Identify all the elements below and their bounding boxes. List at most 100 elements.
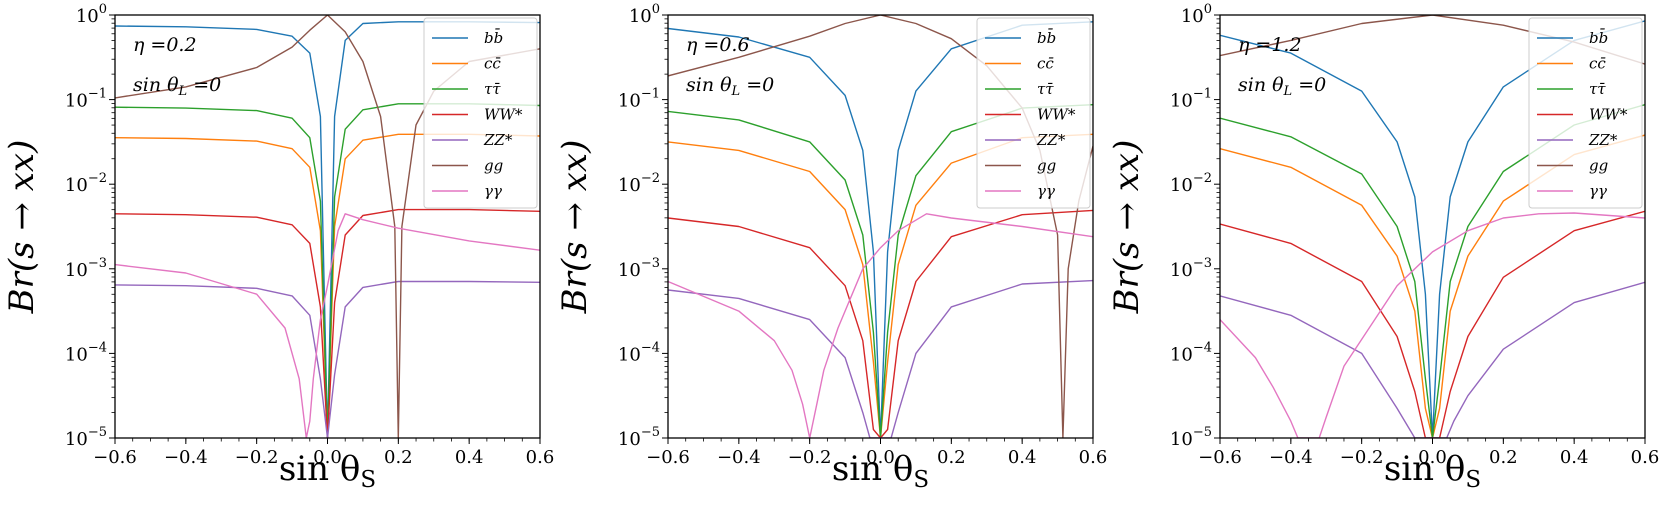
y-tick-base: 10	[65, 344, 88, 365]
y-tick-exponent: −1	[88, 87, 107, 102]
legend: bb̄ cc̄ ττ̄ WW* ZZ* gg γγ	[423, 17, 538, 209]
x-tick-label: 0.2	[1489, 447, 1518, 468]
legend-label: ττ̄	[1589, 80, 1606, 98]
y-axis-title: Br(s → xx)	[2, 140, 42, 315]
x-tick-label: −0.4	[164, 447, 208, 468]
x-tick-label: 0.2	[937, 447, 966, 468]
y-tick-label: 10−2	[1170, 171, 1212, 196]
y-tick-label: 10−1	[1170, 87, 1212, 112]
y-tick-exponent: −3	[1193, 256, 1212, 271]
series-line-1	[115, 21, 540, 438]
chart-panel-1: −0.6 −0.4 −0.2 0.0 0.2 0.4 0.610−510−410−310−2…	[2, 2, 554, 493]
legend-label: gg	[1589, 157, 1608, 175]
x-tick-label: −0.6	[93, 447, 137, 468]
y-tick-label: 10−3	[65, 256, 107, 281]
annotation-2: sin θL =0	[686, 74, 774, 99]
series-line-1	[668, 21, 1093, 438]
y-axis-title: Br(s → xx)	[555, 140, 595, 315]
y-tick-label: 10−3	[618, 256, 660, 281]
y-tick-base: 10	[1170, 260, 1193, 281]
y-tick-base: 10	[1170, 175, 1193, 196]
annotation-1: η =1.2	[1238, 34, 1302, 56]
legend-label: bb̄	[484, 29, 503, 47]
y-tick-exponent: −2	[1193, 171, 1212, 186]
series-line-5	[1220, 281, 1645, 438]
y-tick-base: 10	[618, 260, 641, 281]
y-tick-exponent: 0	[1204, 2, 1212, 17]
y-tick-exponent: −2	[641, 171, 660, 186]
series-line-5	[668, 279, 1093, 438]
legend-label: γγ	[484, 182, 502, 200]
x-tick-label: −0.6	[646, 447, 690, 468]
y-tick-base: 10	[1170, 91, 1193, 112]
legend-label: ττ̄	[484, 80, 501, 98]
legend-label: WW*	[1589, 106, 1628, 124]
x-tick-label: 0.4	[455, 447, 484, 468]
y-tick-exponent: 0	[99, 2, 107, 17]
series-line-3	[668, 104, 1093, 438]
x-tick-label: −0.2	[1340, 447, 1384, 468]
y-tick-label: 10−5	[1170, 425, 1212, 450]
series-line-3	[1220, 104, 1645, 438]
y-tick-exponent: −4	[88, 340, 107, 355]
y-tick-label: 10−5	[618, 425, 660, 450]
series-group	[1220, 15, 1645, 438]
chart-panel-2: −0.6 −0.4 −0.2 0.0 0.2 0.4 0.610−510−410−310−2…	[555, 2, 1107, 493]
y-tick-exponent: −2	[88, 171, 107, 186]
legend-label: WW*	[1037, 106, 1076, 124]
y-tick-label: 10−5	[65, 425, 107, 450]
x-tick-label: 0.0	[1418, 447, 1447, 468]
legend-label: WW*	[484, 106, 523, 124]
y-tick-base: 10	[65, 175, 88, 196]
legend-box	[423, 17, 538, 209]
y-tick-base: 10	[618, 429, 641, 450]
y-tick-base: 10	[618, 344, 641, 365]
series-line-5	[115, 280, 540, 438]
x-axis-title: sin θS	[279, 449, 376, 493]
y-tick-label: 10−3	[1170, 256, 1212, 281]
y-tick-exponent: −4	[641, 340, 660, 355]
chart-panel-3: −0.6 −0.4 −0.2 0.0 0.2 0.4 0.610−510−410−310−2…	[1107, 2, 1659, 493]
legend-label: cc̄	[484, 55, 501, 73]
y-tick-label: 100	[76, 2, 107, 27]
annotation-1: η =0.2	[133, 34, 197, 56]
y-tick-base: 10	[618, 91, 641, 112]
series-line-7	[1220, 212, 1645, 438]
series-line-7	[668, 213, 1093, 438]
series-line-7	[115, 213, 540, 438]
x-tick-label: 0.2	[384, 447, 413, 468]
legend-label: ZZ*	[483, 131, 513, 149]
y-tick-label: 10−4	[65, 340, 107, 365]
legend-label: ZZ*	[1588, 131, 1618, 149]
x-tick-label: 0.6	[526, 447, 555, 468]
legend-label: bb̄	[1589, 29, 1608, 47]
y-tick-base: 10	[65, 260, 88, 281]
y-axis-title: Br(s → xx)	[1107, 140, 1147, 315]
y-tick-base: 10	[1170, 429, 1193, 450]
y-tick-exponent: −3	[641, 256, 660, 271]
legend-label: bb̄	[1037, 29, 1056, 47]
x-tick-label: 0.0	[866, 447, 895, 468]
x-tick-label: 0.6	[1079, 447, 1108, 468]
legend-label: cc̄	[1589, 55, 1606, 73]
legend-label: cc̄	[1037, 55, 1054, 73]
annotation-2: sin θL =0	[1238, 74, 1326, 99]
series-line-1	[1220, 20, 1645, 438]
y-tick-base: 10	[629, 6, 652, 27]
legend: bb̄ cc̄ ττ̄ WW* ZZ* gg γγ	[976, 17, 1091, 209]
y-tick-exponent: 0	[652, 2, 660, 17]
x-tick-label: −0.4	[717, 447, 761, 468]
y-tick-label: 10−2	[618, 171, 660, 196]
y-tick-label: 100	[1181, 2, 1212, 27]
series-line-2	[668, 133, 1093, 438]
x-tick-label: −0.6	[1198, 447, 1242, 468]
y-tick-base: 10	[1170, 344, 1193, 365]
x-tick-label: 0.0	[313, 447, 342, 468]
y-tick-exponent: −5	[88, 425, 107, 440]
series-line-3	[115, 103, 540, 438]
y-tick-label: 10−4	[618, 340, 660, 365]
series-line-4	[668, 209, 1093, 438]
series-line-4	[1220, 210, 1645, 438]
y-tick-label: 10−4	[1170, 340, 1212, 365]
x-tick-label: −0.4	[1269, 447, 1313, 468]
